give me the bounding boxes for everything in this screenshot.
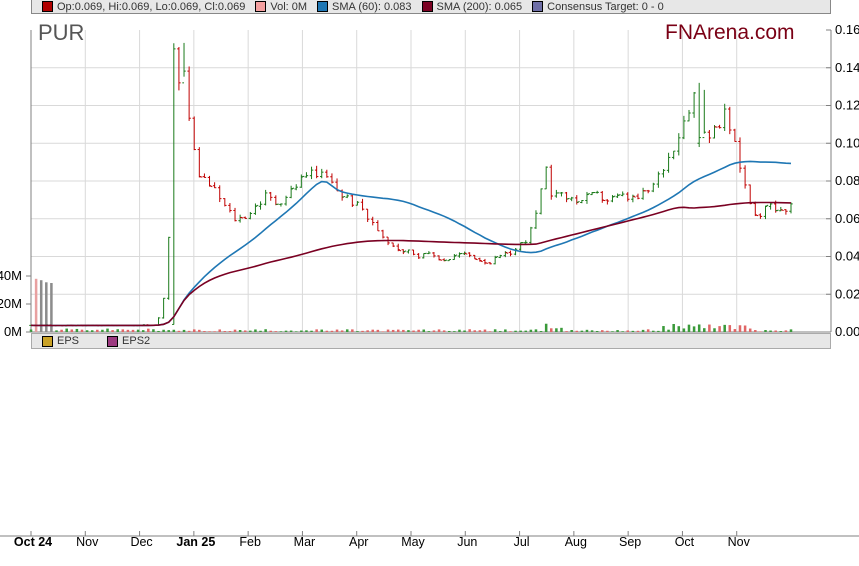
svg-text:Jan 25: Jan 25 <box>176 535 215 549</box>
svg-text:Jun: Jun <box>457 535 477 549</box>
svg-text:0.12: 0.12 <box>835 98 859 113</box>
svg-text:40M: 40M <box>0 268 22 283</box>
svg-text:Nov: Nov <box>76 535 99 549</box>
svg-text:0.02: 0.02 <box>835 286 859 301</box>
svg-text:Oct 24: Oct 24 <box>14 535 52 549</box>
svg-text:Sep: Sep <box>619 535 641 549</box>
svg-text:Apr: Apr <box>349 535 368 549</box>
svg-text:0.14: 0.14 <box>835 60 859 75</box>
svg-text:0.06: 0.06 <box>835 211 859 226</box>
svg-text:Aug: Aug <box>565 535 587 549</box>
svg-text:0.08: 0.08 <box>835 173 859 188</box>
svg-text:Mar: Mar <box>294 535 316 549</box>
svg-text:Oct: Oct <box>675 535 695 549</box>
svg-text:0.16: 0.16 <box>835 22 859 37</box>
svg-text:0.04: 0.04 <box>835 249 859 264</box>
svg-text:Feb: Feb <box>239 535 261 549</box>
svg-text:0M: 0M <box>4 324 22 339</box>
svg-text:0.10: 0.10 <box>835 135 859 150</box>
svg-text:0.00: 0.00 <box>835 324 859 339</box>
svg-text:Dec: Dec <box>130 535 152 549</box>
svg-text:Jul: Jul <box>514 535 530 549</box>
svg-text:May: May <box>401 535 425 549</box>
svg-text:20M: 20M <box>0 296 22 311</box>
svg-text:Nov: Nov <box>728 535 751 549</box>
